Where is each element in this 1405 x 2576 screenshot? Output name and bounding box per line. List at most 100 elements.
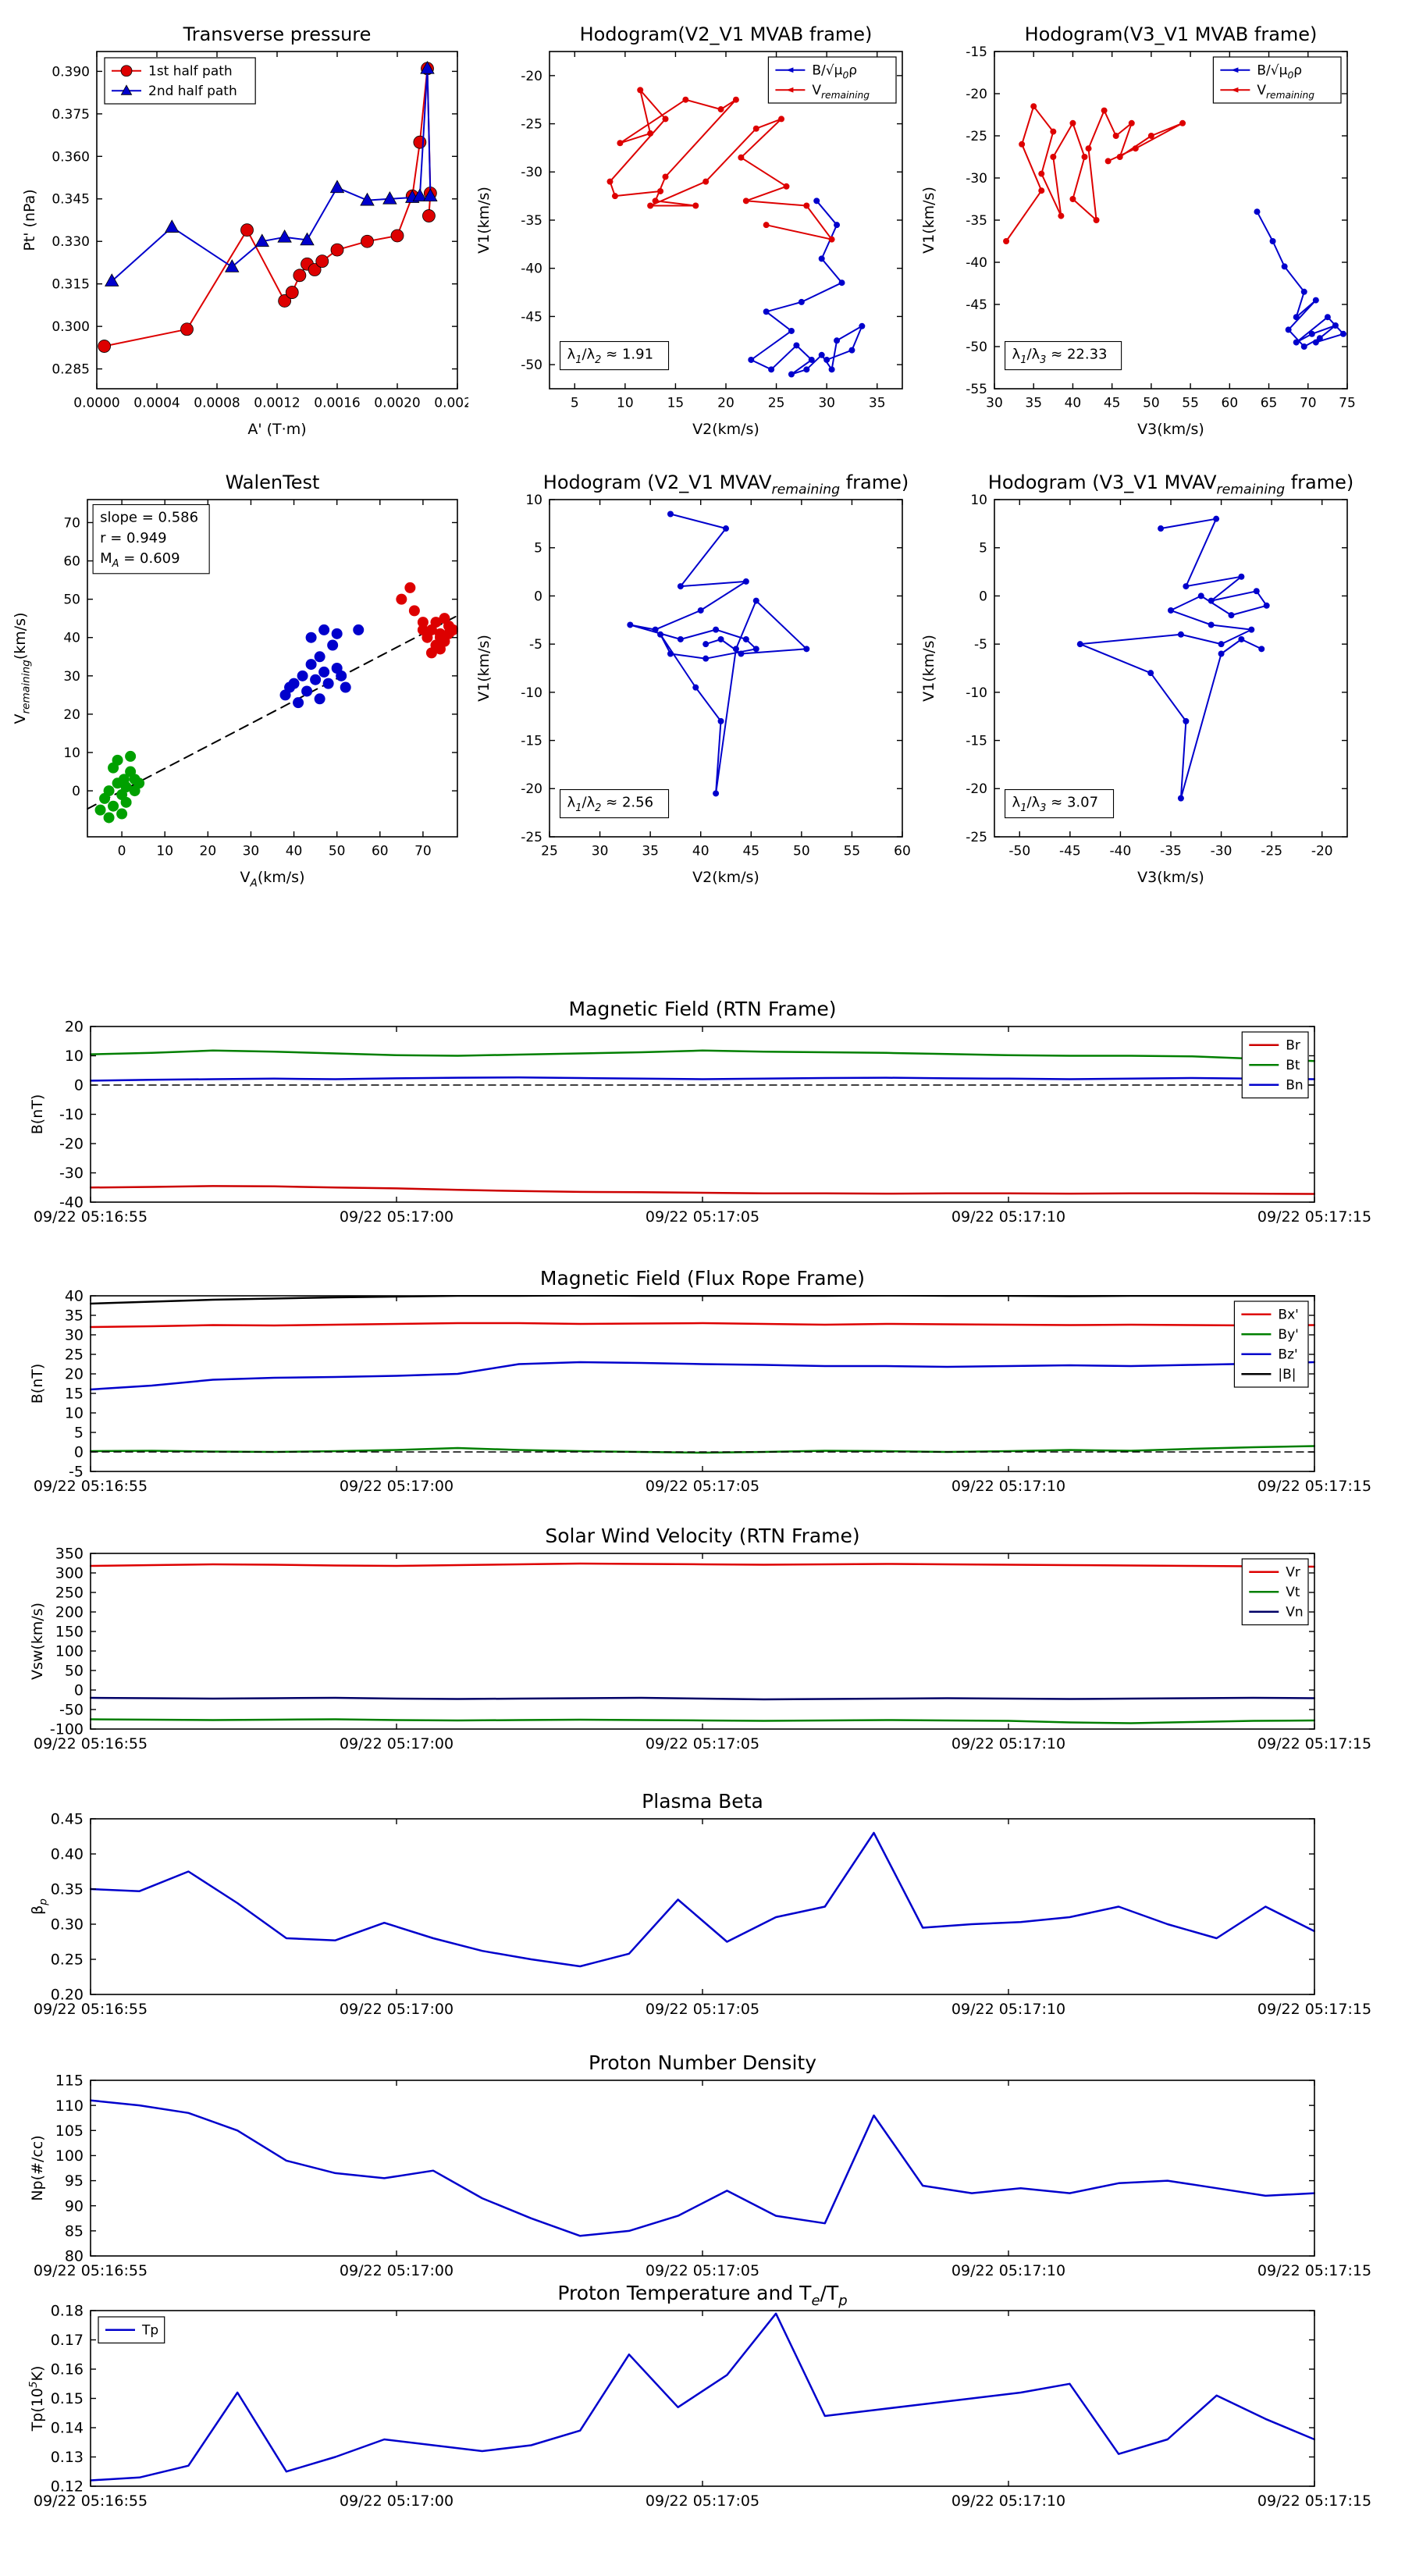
y-tick-label: 5	[74, 1425, 84, 1442]
chart-title: Hodogram (V2_V1 MVAVremaining frame)	[543, 471, 909, 498]
chart-svg-hodogram-v3v1-mvab: 30 35 40 45 50 55 60 65 70 75 -15 -20 -25 -30 -35 -40 -4…	[923, 23, 1356, 438]
y-tick-label: 0.16	[51, 2361, 84, 2379]
y-tick-label: 0.345	[52, 192, 90, 208]
x-tick-label: 50	[1143, 395, 1160, 411]
y-tick-label: 40	[65, 1288, 84, 1305]
chart-svg-walen-test: 0 10 20 30 40 50 60 70 0 10 20 30 40 50 60 70 WalenTest V…	[12, 471, 458, 889]
x-tick-label: 35	[869, 395, 886, 411]
chart-svg-hodogram-v3v1-mvav: -50 -45 -40 -35 -30 -25 -20 10 5 0 -5 -10 -15 -20 -25 H…	[923, 471, 1353, 886]
y-tick-label: 60	[63, 553, 80, 569]
x-tick-label: 09/22 05:17:15	[1257, 2001, 1371, 2018]
y-tick-label: -55	[966, 382, 987, 397]
y-tick-label: 0	[72, 784, 80, 799]
series-Bz'	[90, 1361, 1315, 1391]
chart-hodogram-v2v1-mvab: 5 10 15 20 25 30 35 -20 -25 -30 -35 -40 -45 -50 Hodogr…	[478, 14, 915, 451]
x-tick-label: -20	[1311, 843, 1333, 859]
annotation-text: MA = 0.609	[100, 550, 180, 570]
axes-frame	[90, 2080, 1315, 2257]
y-tick-label: 35	[65, 1308, 84, 1325]
legend-label: Vt	[1286, 1585, 1300, 1600]
series-Tp	[90, 2312, 1315, 2482]
x-tick-label: 10	[156, 843, 173, 859]
series-beta	[90, 1831, 1315, 1968]
y-tick-label: 0.18	[51, 2303, 84, 2320]
chart-svg-plasma-beta: 09/22 05:16:55 09/22 05:17:00 09/22 05:17:…	[29, 1790, 1371, 2018]
series-Vn	[90, 1696, 1315, 1701]
y-tick-label: 10	[525, 493, 542, 508]
y-tick-label: 0.360	[52, 149, 90, 165]
y-tick-label: -10	[59, 1106, 84, 1123]
y-tick-label: 5	[534, 541, 542, 557]
y-tick-label: 0.375	[52, 107, 90, 123]
legend-box	[767, 56, 897, 104]
x-tick-label: 09/22 05:17:05	[646, 1478, 759, 1495]
chart-hodogram-v2v1-mvav: 25 30 35 40 45 50 55 60 10 5 0 -5 -10 -15 -20 -25 Hodogr…	[478, 462, 915, 899]
series-Bx'	[90, 1322, 1315, 1329]
x-tick-label: 09/22 05:17:05	[646, 1208, 759, 1226]
chart-hodogram-v3v1-mvav: -50 -45 -40 -35 -30 -25 -20 10 5 0 -5 -10 -15 -20 -25 H…	[923, 462, 1360, 899]
x-axis-label: A' (T·m)	[247, 421, 306, 438]
chart-hodogram-v3v1-mvab: 30 35 40 45 50 55 60 65 70 75 -15 -20 -25 -30 -35 -40 -4…	[923, 14, 1360, 451]
y-tick-label: 5	[979, 541, 987, 557]
x-tick-label: 09/22 05:17:10	[951, 1208, 1065, 1226]
x-tick-label: 0.0008	[194, 395, 240, 411]
x-axis-label: V2(km/s)	[692, 421, 759, 438]
x-tick-label: 09/22 05:17:05	[646, 1735, 759, 1752]
chart-solar-wind-velocity: 09/22 05:16:55 09/22 05:17:00 09/22 05:17:…	[0, 1518, 1405, 1776]
annotation-text: r = 0.949	[100, 530, 166, 546]
x-tick-label: 09/22 05:17:00	[340, 1478, 454, 1495]
legend-label: Bx'	[1278, 1308, 1298, 1323]
axes-frame	[90, 1818, 1315, 1995]
x-tick-label: 50	[793, 843, 810, 859]
y-tick-label: -35	[521, 213, 542, 229]
chart-svg-hodogram-v2v1-mvav: 25 30 35 40 45 50 55 601050-5-10-15-20-25Hodogr…	[478, 471, 911, 886]
y-tick-label: -40	[59, 1194, 84, 1212]
y-tick-label: 0.12	[51, 2478, 84, 2496]
chart-title: Hodogram(V3_V1 MVAB frame)	[1025, 23, 1318, 45]
x-tick-label: 60	[1222, 395, 1239, 411]
y-tick-label: 90	[65, 2197, 84, 2215]
y-tick-label: 10	[970, 493, 987, 508]
annotation-box	[92, 503, 210, 575]
y-tick-label: 10	[63, 745, 80, 761]
annotation-box	[560, 788, 670, 819]
x-tick-label: -40	[1110, 843, 1132, 859]
y-tick-label: 0	[534, 589, 542, 604]
y-axis-label: V1(km/s)	[923, 635, 937, 702]
y-tick-label: -15	[966, 734, 987, 749]
annotation-box	[1005, 340, 1122, 371]
x-tick-label: 55	[844, 843, 861, 859]
y-tick-label: -25	[966, 830, 987, 845]
chart-svg-proton-density: 09/22 05:16:55 09/22 05:17:00 09/22 05:17:…	[29, 2051, 1371, 2279]
legend-label: Vremaining	[812, 83, 870, 101]
x-tick-label: -30	[1211, 843, 1232, 859]
x-tick-label: 09/22 05:16:55	[34, 1208, 148, 1226]
y-tick-label: -45	[966, 297, 987, 313]
x-tick-label: 09/22 05:17:10	[951, 2492, 1065, 2510]
y-tick-label: 20	[63, 707, 80, 723]
axes-frame	[90, 1295, 1315, 1472]
y-tick-label: -20	[521, 69, 542, 84]
y-axis-label: V1(km/s)	[478, 635, 493, 702]
y-tick-label: 250	[55, 1585, 84, 1602]
y-axis-label: B(nT)	[29, 1094, 46, 1135]
x-tick-label: 25	[541, 843, 558, 859]
legend-label: Vremaining	[1257, 83, 1314, 101]
y-tick-label: 25	[65, 1347, 84, 1364]
x-tick-label: 09/22 05:17:00	[340, 1735, 454, 1752]
legend-label: By'	[1278, 1327, 1298, 1343]
x-tick-label: 35	[1025, 395, 1042, 411]
y-tick-label: 10	[65, 1048, 84, 1065]
y-tick-label: -5	[974, 637, 987, 653]
y-axis-label: Np(#/cc)	[29, 2135, 46, 2201]
y-tick-label: -20	[59, 1136, 84, 1153]
legend-label: 1st half path	[148, 64, 233, 80]
annotation-box	[1005, 788, 1115, 819]
x-tick-label: 09/22 05:17:15	[1257, 2262, 1371, 2279]
x-tick-label: 30	[986, 395, 1003, 411]
legend-label: Bt	[1286, 1058, 1300, 1073]
x-axis-label: V3(km/s)	[1137, 869, 1204, 886]
y-tick-label: 20	[65, 1019, 84, 1036]
x-tick-label: 60	[372, 843, 389, 859]
y-tick-label: 0.20	[51, 1987, 84, 2004]
